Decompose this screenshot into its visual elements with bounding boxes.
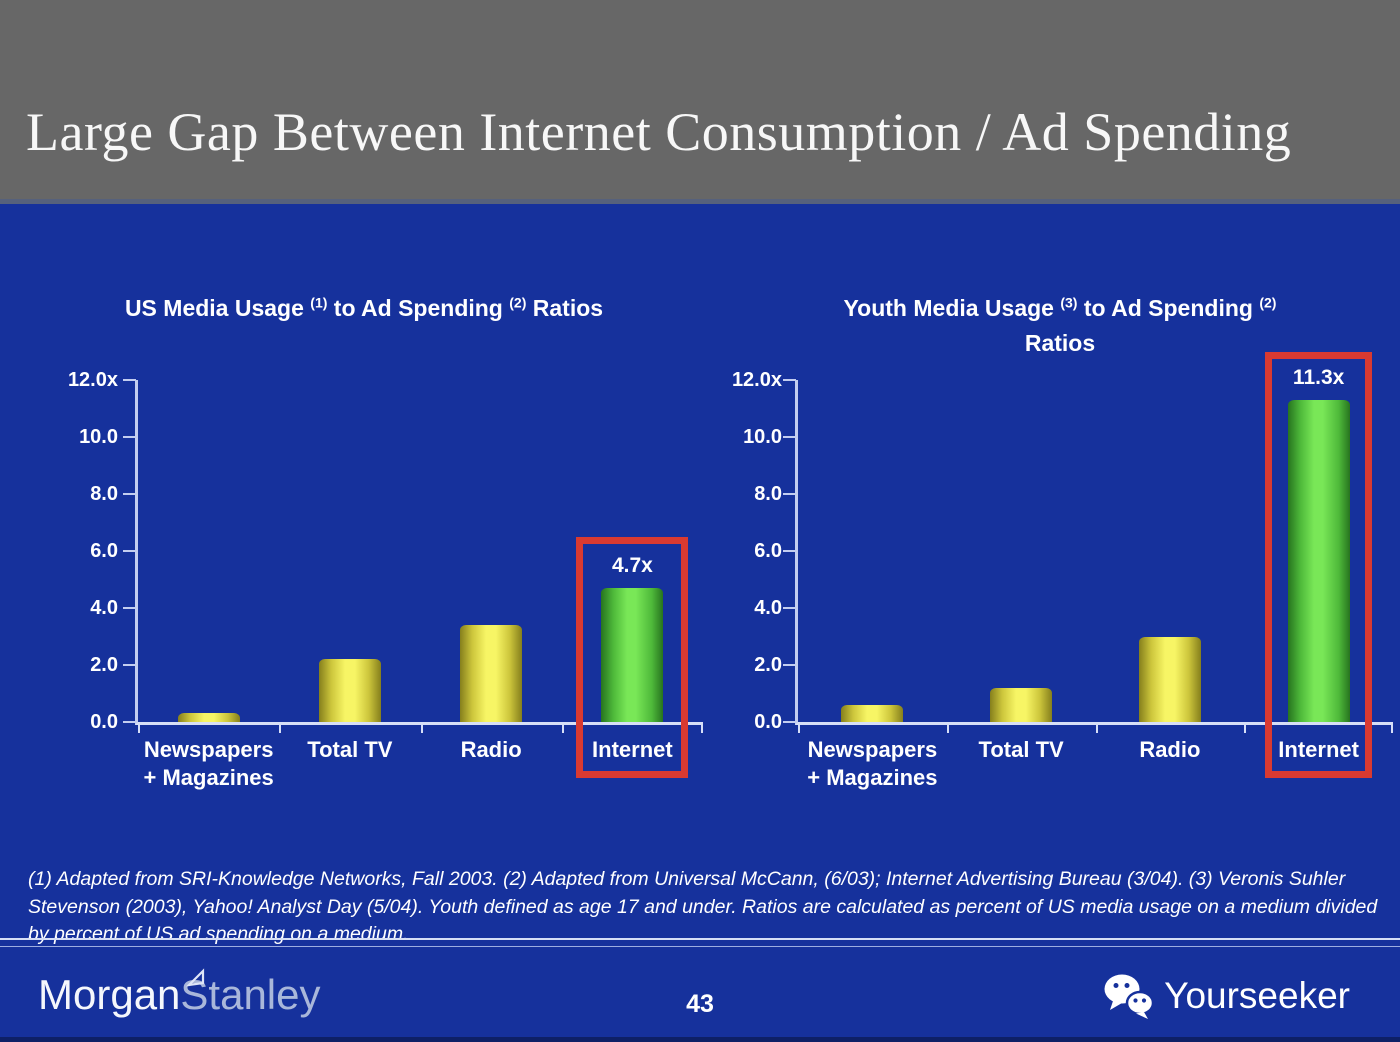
y-axis-tick (783, 721, 796, 723)
y-axis-tick-label: 2.0 (90, 654, 118, 676)
x-axis-tick (1095, 725, 1098, 733)
y-axis-tick-label: 10.0 (79, 426, 118, 448)
highlight-red-box (576, 537, 689, 778)
bar-total-tv (318, 659, 381, 722)
x-axis-tick (798, 725, 800, 733)
title-band: Large Gap Between Internet Consumption /… (0, 0, 1400, 204)
watermark: Yourseeker (1102, 972, 1350, 1020)
bar-radio (1138, 636, 1201, 722)
y-axis-labels: 12.0x 10.0 8.0 6.0 4.0 2.0 0.0 (28, 369, 118, 733)
category-label: Radio (1139, 737, 1201, 762)
y-axis-tick-label: 10.0 (743, 426, 782, 448)
category-label: Radio (460, 737, 522, 762)
watermark-label: Yourseeker (1164, 975, 1350, 1016)
plot-area: Newspapers + Magazines Total TV Radio Inter… (123, 379, 703, 790)
y-axis-tick-label: 0.0 (754, 711, 782, 733)
y-axis-tick-label: 12.0x (731, 369, 782, 391)
page-number: 43 (686, 990, 714, 1018)
y-axis-tick-label: 6.0 (754, 540, 782, 562)
y-axis-tick (783, 664, 796, 666)
y-axis-labels: 12.0x 10.0 8.0 6.0 4.0 2.0 0.0 (728, 369, 782, 733)
y-axis-tick (123, 550, 136, 552)
chart-title: US Media Usage (1) to Ad Spending (2) Ra… (124, 294, 604, 321)
x-axis-tick (279, 725, 282, 733)
footer-divider (0, 938, 1400, 947)
category-label: Internet (1278, 737, 1359, 762)
y-axis-tick-label: 4.0 (754, 597, 782, 619)
bar-newspapers (841, 704, 904, 722)
bottom-edge-strip (0, 1037, 1400, 1042)
y-axis-tick (123, 664, 136, 666)
y-axis-tick (123, 493, 136, 495)
bar-value-label: 4.7x (611, 554, 653, 578)
x-axis-tick (138, 725, 140, 733)
chart-title: Youth Media Usage (3) to Ad Spending (2)… (843, 294, 1277, 356)
x-axis-tick (701, 725, 703, 733)
x-axis-tick (1244, 725, 1247, 733)
category-label: Newspapers + Magazines (807, 737, 938, 790)
morgan-stanley-logo: MorganStanley (38, 968, 321, 1018)
y-axis-tick (123, 607, 136, 609)
y-axis-tick (123, 436, 136, 438)
bar-radio (460, 625, 523, 722)
y-axis-tick-label: 8.0 (754, 483, 782, 505)
y-axis-tick-label: 8.0 (90, 483, 118, 505)
bar-newspapers (177, 713, 240, 722)
x-axis-tick (1391, 725, 1393, 733)
wechat-icon (1104, 974, 1155, 1019)
y-axis-tick-label: 4.0 (90, 597, 118, 619)
category-label: Internet (592, 737, 673, 762)
slide-title: Large Gap Between Internet Consumption /… (26, 102, 1292, 162)
x-axis-tick (420, 725, 423, 733)
y-axis-tick (123, 721, 136, 723)
y-axis-tick (783, 550, 796, 552)
y-axis-tick (783, 493, 796, 495)
brand-word-morgan: Morgan (38, 971, 181, 1018)
morgan-stanley-triangle-icon (186, 968, 205, 987)
source-footnote: (1) Adapted from SRI-Knowledge Networks,… (28, 868, 1378, 946)
bar-total-tv (990, 687, 1053, 722)
bar-value-label: 11.3x (1292, 365, 1345, 389)
x-axis-tick (561, 725, 564, 733)
category-label: Newspapers + Magazines (143, 737, 274, 790)
plot-area: Newspapers + Magazines Total TV Radio Inter… (783, 352, 1393, 790)
highlight-red-box (1265, 352, 1373, 778)
category-label: Total TV (307, 737, 393, 762)
y-axis-tick (783, 607, 796, 609)
y-axis-tick-label: 12.0x (67, 369, 118, 391)
y-axis-tick (783, 436, 796, 438)
category-label: Total TV (978, 737, 1064, 762)
bar-internet (601, 588, 664, 722)
x-axis-tick (946, 725, 949, 733)
y-axis-tick (123, 379, 136, 381)
us-media-usage-chart: US Media Usage (1) to Ad Spending (2) Ra… (28, 275, 703, 835)
y-axis-tick-label: 2.0 (754, 654, 782, 676)
y-axis-tick-label: 6.0 (90, 540, 118, 562)
y-axis-tick (783, 379, 796, 381)
bar-internet (1287, 399, 1350, 722)
youth-media-usage-chart: Youth Media Usage (3) to Ad Spending (2)… (728, 275, 1393, 835)
y-axis-tick-label: 0.0 (90, 711, 118, 733)
